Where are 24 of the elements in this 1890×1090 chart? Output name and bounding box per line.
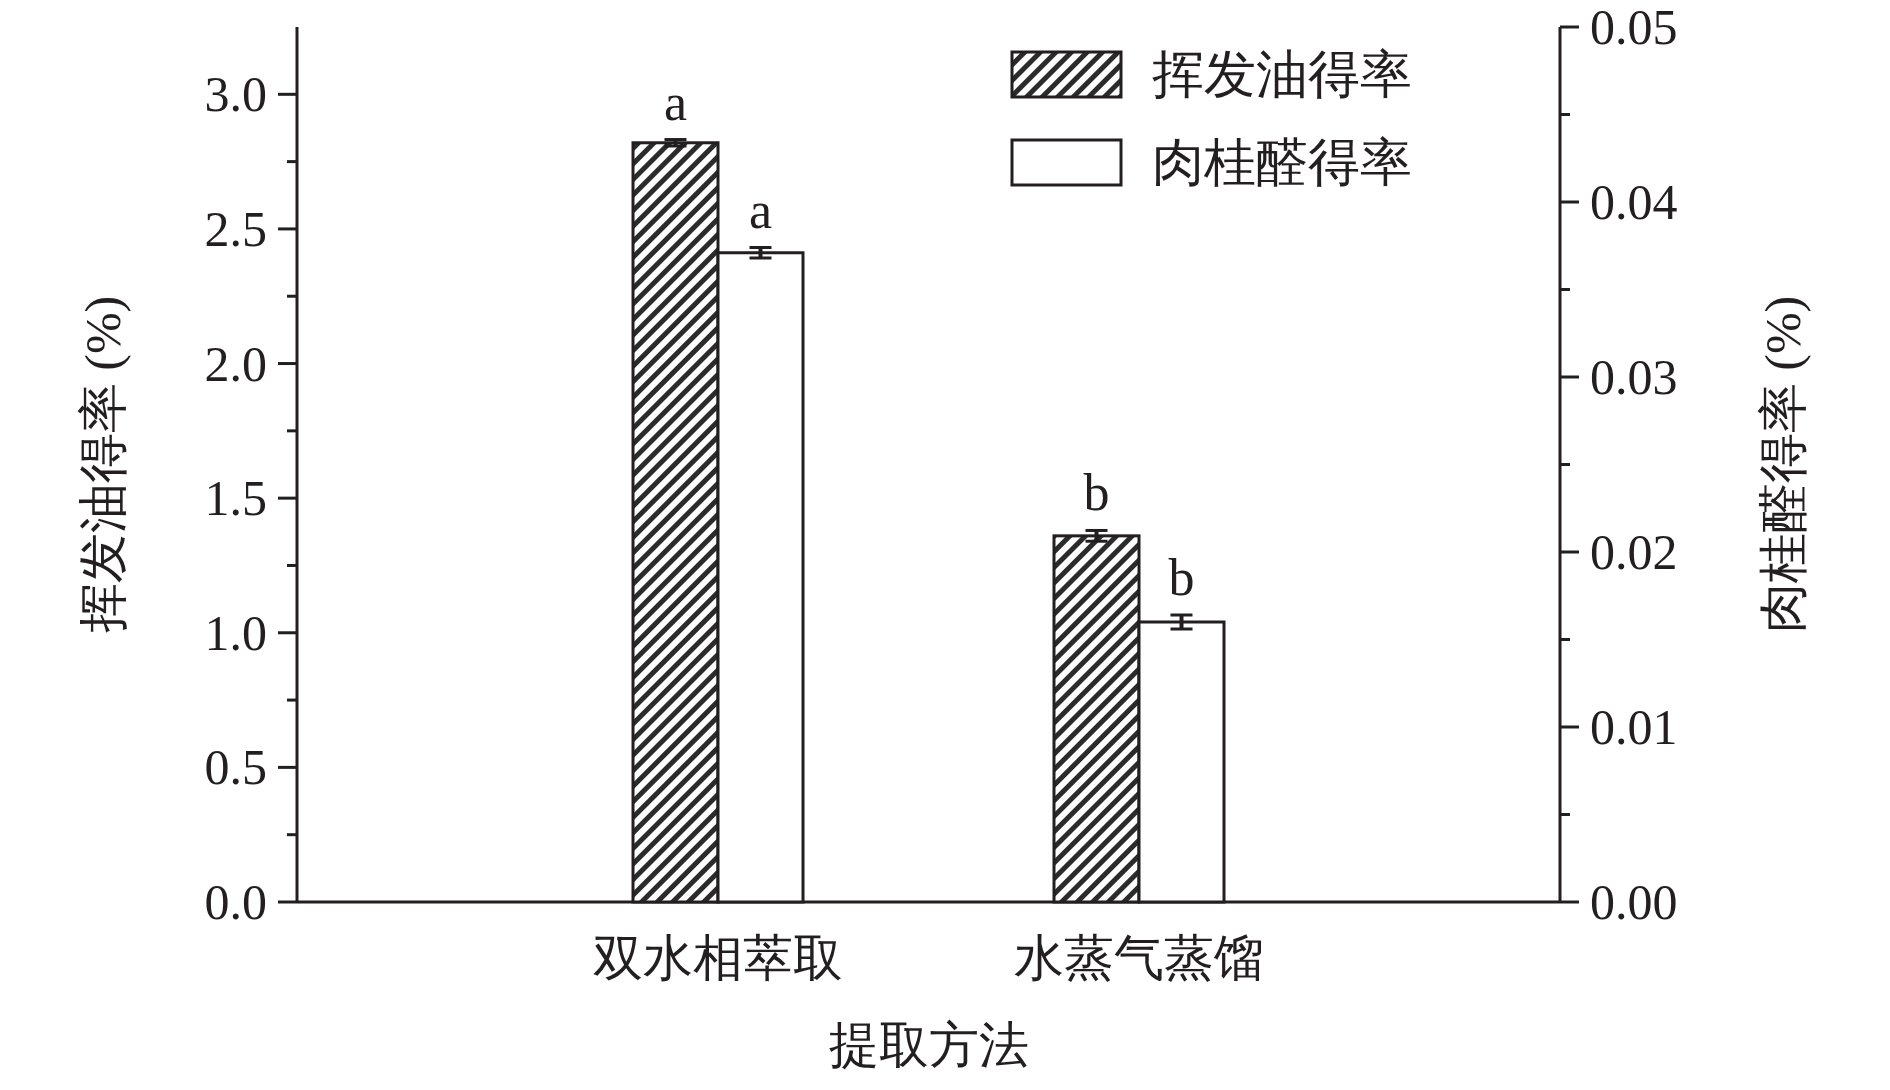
- y2-tick-label: 0.04: [1590, 174, 1678, 230]
- x-tick-label: 水蒸气蒸馏: [1014, 930, 1264, 986]
- legend-label: 肉桂醛得率: [1152, 134, 1412, 191]
- y-tick-label: 1.5: [204, 470, 267, 527]
- y-tick-label: 3.0: [204, 66, 267, 123]
- y2-tick-label: 0.05: [1590, 0, 1678, 55]
- y-axis-title: 挥发油得率 (%): [75, 295, 131, 634]
- y-tick-label: 2.5: [204, 200, 267, 257]
- y-tick-label: 1.0: [204, 604, 267, 661]
- data-label: a: [663, 73, 688, 131]
- y2-tick-label: 0.03: [1590, 349, 1678, 405]
- x-tick-label: 双水相萃取: [593, 930, 843, 986]
- data-label: b: [1168, 549, 1195, 606]
- data-label: b: [1083, 464, 1110, 522]
- y2-tick-label: 0.00: [1590, 874, 1678, 930]
- y2-axis-title: 肉桂醛得率 (%): [1755, 295, 1811, 634]
- data-label: a: [748, 181, 773, 239]
- y-tick-label: 2.0: [204, 335, 267, 392]
- legend-label: 挥发油得率: [1152, 46, 1412, 103]
- y2-tick-label: 0.02: [1590, 524, 1678, 580]
- y-tick-label: 0.5: [204, 739, 267, 796]
- y2-tick-label: 0.01: [1590, 699, 1678, 755]
- y-tick-label: 0.0: [204, 874, 267, 930]
- x-axis-title: 提取方法: [828, 1017, 1029, 1073]
